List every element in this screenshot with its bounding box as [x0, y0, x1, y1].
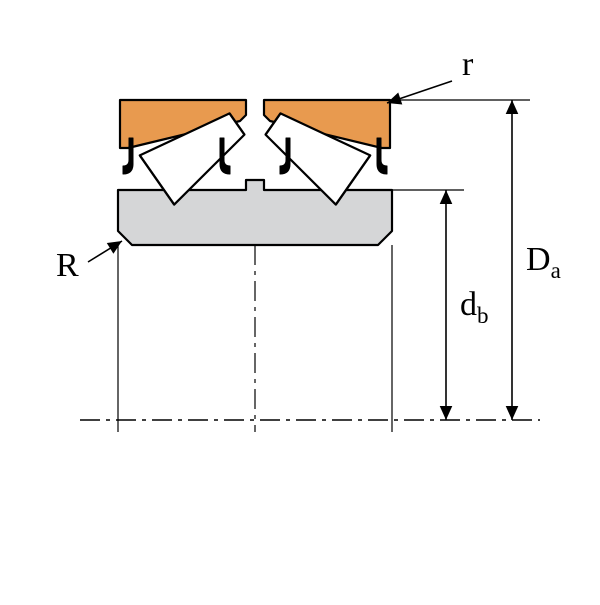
inner-race	[118, 180, 392, 245]
label-R: R	[56, 247, 79, 284]
label-r: r	[462, 46, 474, 83]
bearing-diagram: db Da Rr	[56, 46, 561, 432]
label-Da: Da	[526, 241, 561, 283]
label-db: db	[460, 286, 489, 328]
